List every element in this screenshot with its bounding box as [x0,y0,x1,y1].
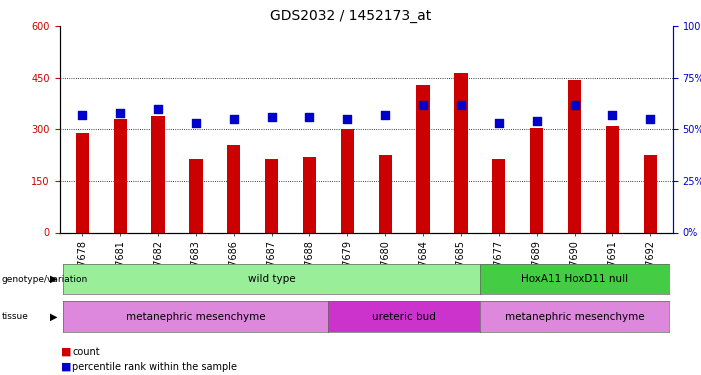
Bar [341,129,354,232]
Bar [265,159,278,232]
Bar [303,157,316,232]
Text: wild type: wild type [247,274,295,284]
Point [456,102,467,108]
Point [494,120,505,126]
Point [341,116,353,122]
Point [114,110,125,116]
Bar [189,159,203,232]
Text: ■: ■ [61,347,72,357]
Point [569,102,580,108]
Text: ▶: ▶ [50,274,57,284]
Bar [76,133,89,232]
Point [266,114,277,120]
Bar [114,119,127,232]
Text: count: count [72,347,100,357]
Bar [568,80,581,232]
Point [152,106,163,112]
Text: tissue: tissue [1,312,28,321]
Bar [379,155,392,232]
Bar [151,116,165,232]
Point [645,116,656,122]
Point [76,112,88,118]
Point [190,120,201,126]
Point [228,116,239,122]
Text: metanephric mesenchyme: metanephric mesenchyme [505,312,644,321]
Text: percentile rank within the sample: percentile rank within the sample [72,362,237,372]
Text: ■: ■ [61,362,72,372]
Bar [492,159,505,232]
Bar [530,128,543,232]
Point [380,112,391,118]
Text: ureteric bud: ureteric bud [372,312,436,321]
Bar [454,73,468,232]
Text: GDS2032 / 1452173_at: GDS2032 / 1452173_at [270,9,431,23]
Bar [606,126,619,232]
Bar [416,85,430,232]
Text: HoxA11 HoxD11 null: HoxA11 HoxD11 null [521,274,628,284]
Point [531,118,543,124]
Text: genotype/variation: genotype/variation [1,274,88,284]
Text: ▶: ▶ [50,312,57,321]
Point [304,114,315,120]
Bar [644,155,657,232]
Point [418,102,429,108]
Text: metanephric mesenchyme: metanephric mesenchyme [126,312,266,321]
Point [607,112,618,118]
Bar [227,145,240,232]
